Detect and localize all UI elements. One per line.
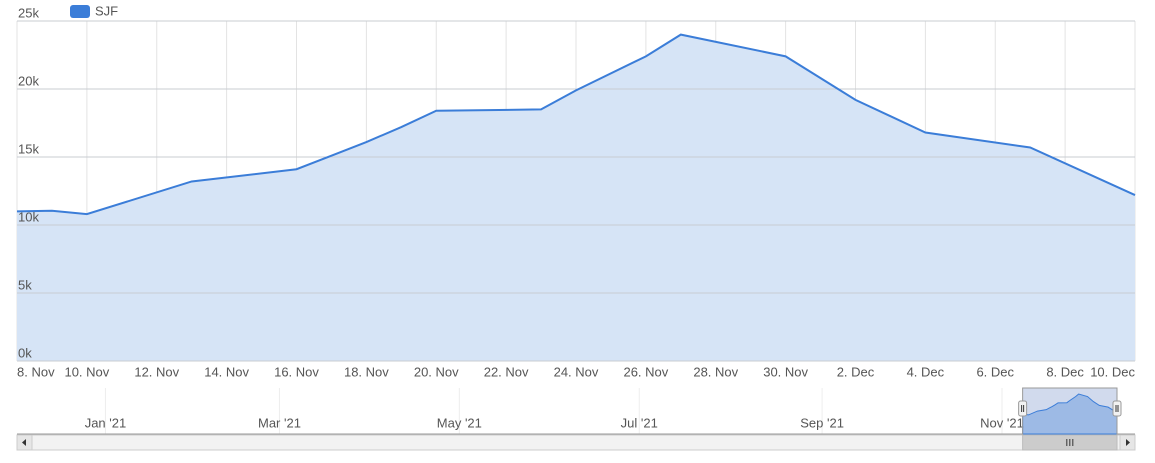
- plot: 0k 5k 10k 15k 20k 25k 8. Nov 10. Nov 12. Nov 14. …: [16, 5, 1136, 451]
- y-tick-label: 0k: [18, 345, 32, 360]
- x-tick-label: 26. Nov: [623, 364, 668, 379]
- arrow-icon: [1126, 439, 1130, 446]
- x-tick-label: 14. Nov: [204, 364, 249, 379]
- x-tick-label: 18. Nov: [344, 364, 389, 379]
- legend-swatch[interactable]: [70, 5, 90, 18]
- navigator-label: Jan '21: [85, 415, 127, 430]
- area-fill: [17, 34, 1135, 361]
- y-tick-label: 5k: [18, 277, 32, 292]
- x-tick-label: 22. Nov: [484, 364, 529, 379]
- x-tick-label: 10. Nov: [64, 364, 109, 379]
- x-tick-label: 12. Nov: [134, 364, 179, 379]
- scrollbar-track: [16, 434, 1136, 451]
- x-tick-label: 8. Nov: [17, 364, 55, 379]
- y-tick-label: 10k: [18, 209, 39, 224]
- arrow-icon: [22, 439, 26, 446]
- navigator-bg: [17, 388, 1135, 434]
- x-tick-label: 6. Dec: [976, 364, 1014, 379]
- x-tick-label: 30. Nov: [763, 364, 808, 379]
- y-tick-label: 15k: [18, 141, 39, 156]
- y-tick-label: 25k: [18, 5, 39, 20]
- navigator-handle[interactable]: [1018, 400, 1028, 417]
- x-tick-label: 10. Dec: [1090, 364, 1135, 379]
- x-tick-label: 4. Dec: [907, 364, 945, 379]
- navigator-outline: [17, 387, 1135, 435]
- x-tick-label: 8. Dec: [1046, 364, 1084, 379]
- navigator-label: May '21: [437, 415, 482, 430]
- x-tick-label: 28. Nov: [693, 364, 738, 379]
- series-line: [16, 33, 1136, 216]
- x-tick-label: 2. Dec: [837, 364, 875, 379]
- navigator-label: Sep '21: [800, 415, 844, 430]
- navigator-handle[interactable]: [1112, 400, 1122, 417]
- navigator-label: Nov '21: [980, 415, 1024, 430]
- y-tick-label: 20k: [18, 73, 39, 88]
- navigator-label: Jul '21: [621, 415, 658, 430]
- x-tick-label: 16. Nov: [274, 364, 319, 379]
- navigator-label: Mar '21: [258, 415, 301, 430]
- legend-label[interactable]: SJF: [95, 3, 118, 18]
- x-tick-label: 24. Nov: [554, 364, 599, 379]
- x-tick-label: 20. Nov: [414, 364, 459, 379]
